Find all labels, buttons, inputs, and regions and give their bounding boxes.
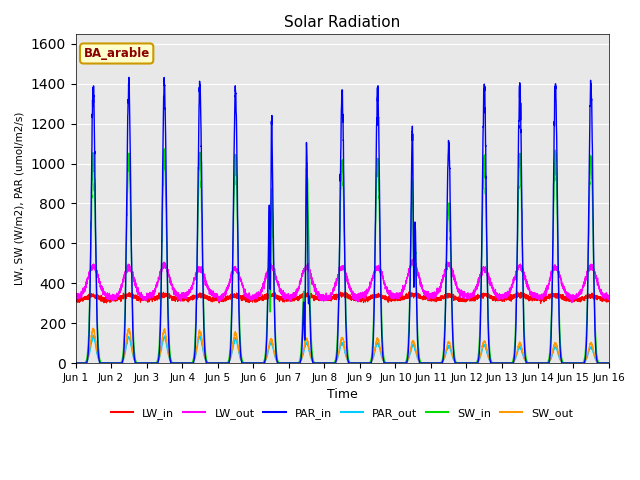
PAR_in <box>605 360 612 366</box>
LW_out <box>568 300 576 305</box>
PAR_in <box>168 360 175 366</box>
LW_in <box>432 297 440 302</box>
X-axis label: Time: Time <box>326 388 358 401</box>
PAR_out <box>605 360 612 366</box>
LW_out <box>604 297 612 302</box>
LW_in <box>492 296 500 302</box>
LW_in <box>537 300 545 306</box>
SW_in <box>72 360 79 366</box>
SW_in <box>168 359 175 364</box>
SW_in <box>161 146 168 152</box>
SW_out <box>492 360 500 366</box>
Text: BA_arable: BA_arable <box>84 47 150 60</box>
PAR_in <box>125 74 132 80</box>
Line: PAR_in: PAR_in <box>76 77 609 363</box>
LW_in <box>72 297 79 303</box>
SW_out <box>432 360 440 366</box>
SW_in <box>323 360 330 366</box>
SW_in <box>605 360 612 366</box>
Y-axis label: LW, SW (W/m2), PAR (umol/m2/s): LW, SW (W/m2), PAR (umol/m2/s) <box>15 112 25 285</box>
PAR_out <box>432 360 440 366</box>
LW_out <box>408 257 416 263</box>
LW_out <box>461 293 469 299</box>
LW_in <box>322 295 330 300</box>
PAR_in <box>604 360 612 366</box>
LW_in <box>461 298 469 303</box>
Line: LW_in: LW_in <box>76 292 609 303</box>
SW_out <box>72 360 79 366</box>
LW_out <box>492 292 500 298</box>
LW_out <box>72 296 79 302</box>
Line: LW_out: LW_out <box>76 260 609 302</box>
LW_in <box>168 295 175 300</box>
SW_out <box>168 359 175 365</box>
Line: SW_out: SW_out <box>76 328 609 363</box>
PAR_in <box>492 360 500 366</box>
SW_in <box>492 360 500 366</box>
SW_out <box>604 360 612 366</box>
PAR_out <box>90 332 97 338</box>
Line: PAR_out: PAR_out <box>76 335 609 363</box>
LW_in <box>405 289 413 295</box>
LW_out <box>605 295 612 300</box>
LW_in <box>605 295 612 301</box>
SW_out <box>323 360 330 366</box>
LW_in <box>604 299 612 305</box>
SW_in <box>604 360 612 366</box>
SW_out <box>605 360 612 366</box>
Title: Solar Radiation: Solar Radiation <box>284 15 400 30</box>
PAR_out <box>323 360 330 366</box>
PAR_in <box>72 360 79 366</box>
PAR_out <box>72 360 79 366</box>
Legend: LW_in, LW_out, PAR_in, PAR_out, SW_in, SW_out: LW_in, LW_out, PAR_in, PAR_out, SW_in, S… <box>107 404 577 423</box>
SW_out <box>461 360 469 366</box>
PAR_in <box>323 360 330 366</box>
Line: SW_in: SW_in <box>76 149 609 363</box>
PAR_out <box>492 360 500 366</box>
PAR_in <box>461 360 469 366</box>
LW_out <box>322 294 330 300</box>
SW_in <box>461 360 469 366</box>
PAR_out <box>604 360 612 366</box>
PAR_out <box>168 360 175 365</box>
PAR_in <box>432 360 440 366</box>
SW_in <box>432 360 440 366</box>
LW_out <box>168 282 175 288</box>
PAR_out <box>461 360 469 366</box>
LW_out <box>432 294 440 300</box>
SW_out <box>89 325 97 331</box>
